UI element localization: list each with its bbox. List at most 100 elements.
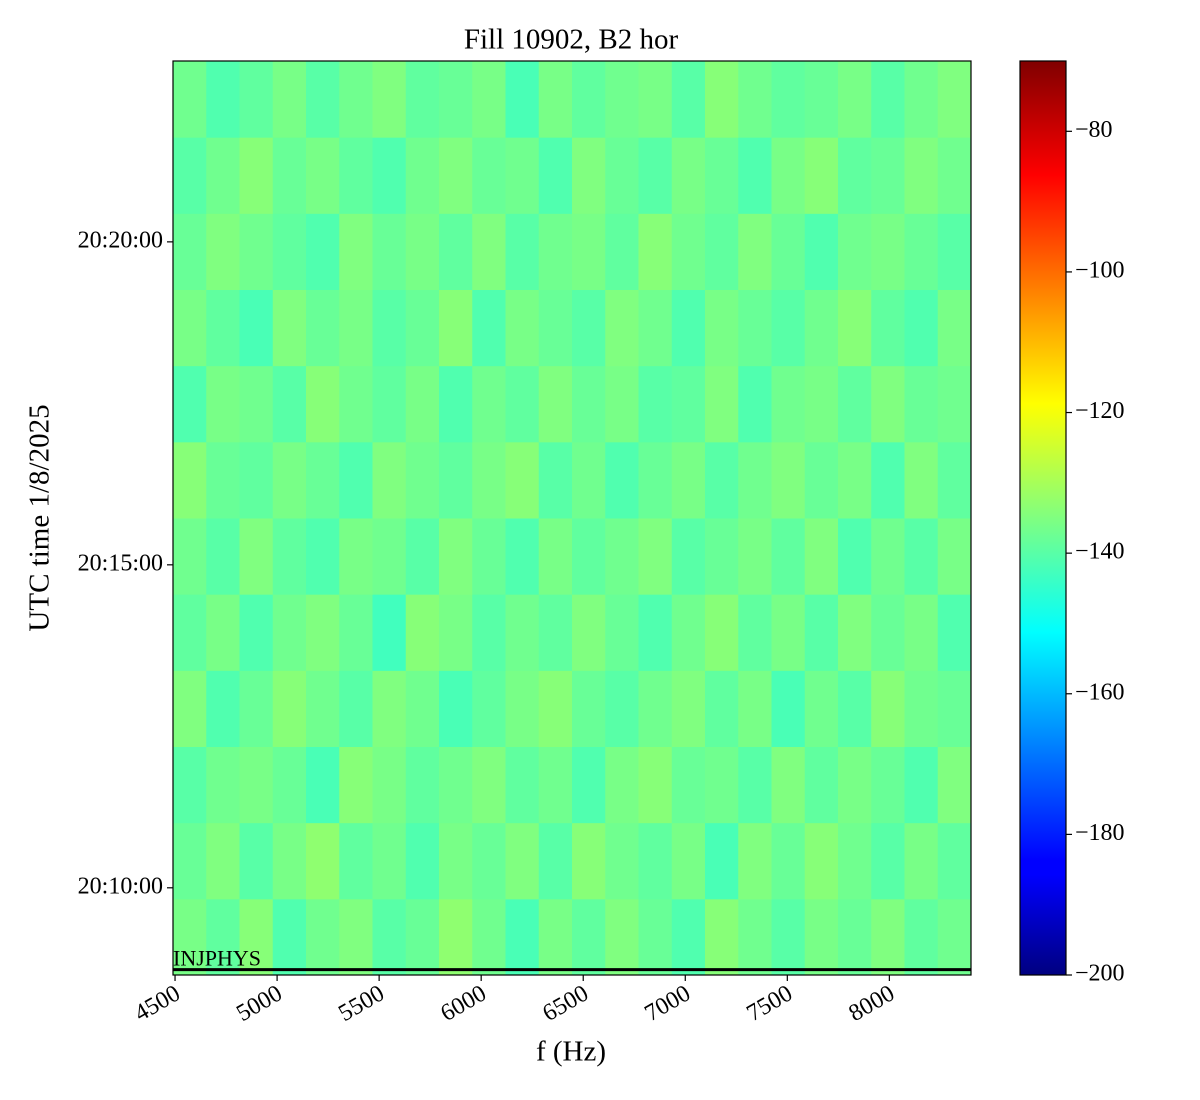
heatmap-cell [173, 441, 207, 519]
heatmap-cell [671, 746, 706, 824]
x-tick-label: 6500 [538, 980, 593, 1027]
heatmap-cell [339, 137, 373, 214]
heatmap-cell [638, 822, 673, 900]
heatmap-cell [505, 898, 540, 976]
heatmap-cell [339, 746, 373, 824]
heatmap-cell [738, 289, 772, 367]
heatmap-cell [239, 822, 274, 900]
heatmap-cell [871, 213, 905, 290]
colorbar-tick-label: −100 [1075, 257, 1125, 283]
heatmap-cell [738, 365, 772, 443]
heatmap-cell [904, 289, 939, 367]
heatmap-cell [272, 898, 307, 976]
heatmap-cell [505, 365, 540, 443]
heatmap-cell [705, 441, 739, 519]
heatmap-cell [439, 213, 473, 290]
heatmap-cell [272, 822, 307, 900]
heatmap-cell [272, 670, 307, 747]
heatmap-cell [804, 441, 839, 519]
heatmap-cell [605, 61, 639, 138]
heatmap-cell [937, 441, 972, 519]
heatmap-cell [638, 137, 673, 214]
heatmap-cell [838, 441, 872, 519]
heatmap-cell [937, 594, 972, 671]
heatmap-cell [239, 670, 274, 747]
heatmap-cell [605, 518, 639, 595]
heatmap-cell [937, 746, 972, 824]
heatmap-cell [871, 898, 905, 976]
heatmap-cell [339, 670, 373, 747]
colorbar [1019, 60, 1067, 976]
heatmap-cell [671, 289, 706, 367]
heatmap-cell [671, 441, 706, 519]
heatmap-cell [937, 898, 972, 976]
heatmap-cell [705, 289, 739, 367]
heatmap-cell [306, 365, 340, 443]
heatmap-cell [472, 289, 506, 367]
heatmap [173, 61, 972, 976]
heatmap-cell [771, 746, 806, 824]
heatmap-cell [272, 365, 307, 443]
heatmap-cell [272, 289, 307, 367]
heatmap-cell [771, 213, 806, 290]
heatmap-cell [439, 365, 473, 443]
heatmap-cell [572, 61, 606, 138]
heatmap-cell [173, 670, 207, 747]
heatmap-cell [804, 670, 839, 747]
heatmap-cell [206, 518, 240, 595]
heatmap-cell [871, 518, 905, 595]
heatmap-cell [439, 518, 473, 595]
heatmap-cell [472, 594, 506, 671]
heatmap-cell [705, 898, 739, 976]
heatmap-cell [771, 594, 806, 671]
colorbar-tick-label: −200 [1075, 961, 1125, 987]
y-tick-label: 20:10:00 [78, 873, 163, 899]
heatmap-cell [206, 594, 240, 671]
heatmap-cell [472, 441, 506, 519]
heatmap-cell [272, 61, 307, 138]
heatmap-cell [705, 137, 739, 214]
heatmap-cell [638, 441, 673, 519]
heatmap-cell [272, 441, 307, 519]
heatmap-cell [339, 822, 373, 900]
heatmap-cell [372, 898, 407, 976]
heatmap-cell [173, 61, 207, 138]
heatmap-cell [173, 365, 207, 443]
heatmap-cell [904, 670, 939, 747]
heatmap-cell [538, 746, 573, 824]
heatmap-cell [472, 670, 506, 747]
x-tick-label: 7000 [640, 980, 695, 1027]
heatmap-cell [239, 518, 274, 595]
heatmap-cell [804, 518, 839, 595]
heatmap-cell [605, 822, 639, 900]
heatmap-cell [804, 289, 839, 367]
heatmap-cell [538, 365, 573, 443]
heatmap-cell [838, 61, 872, 138]
heatmap-cell [738, 594, 772, 671]
annotation-label: INJPHYS [173, 946, 261, 971]
heatmap-cell [372, 365, 407, 443]
heatmap-cell [505, 137, 540, 214]
heatmap-cell [538, 289, 573, 367]
heatmap-cell [206, 670, 240, 747]
heatmap-cell [804, 213, 839, 290]
heatmap-cell [804, 594, 839, 671]
heatmap-cell [871, 441, 905, 519]
heatmap-cell [705, 518, 739, 595]
x-tick-label: 8000 [845, 980, 900, 1027]
heatmap-cell [239, 746, 274, 824]
heatmap-cell [472, 746, 506, 824]
heatmap-cell [838, 822, 872, 900]
heatmap-cell [804, 746, 839, 824]
heatmap-cell [405, 898, 440, 976]
heatmap-cell [838, 670, 872, 747]
heatmap-cell [871, 746, 905, 824]
heatmap-cell [206, 898, 240, 976]
heatmap-cell [472, 898, 506, 976]
heatmap-cell [937, 518, 972, 595]
heatmap-cell [439, 594, 473, 671]
y-tick-label: 20:20:00 [78, 227, 163, 253]
heatmap-cell [671, 898, 706, 976]
heatmap-cell [505, 746, 540, 824]
heatmap-cell [439, 670, 473, 747]
